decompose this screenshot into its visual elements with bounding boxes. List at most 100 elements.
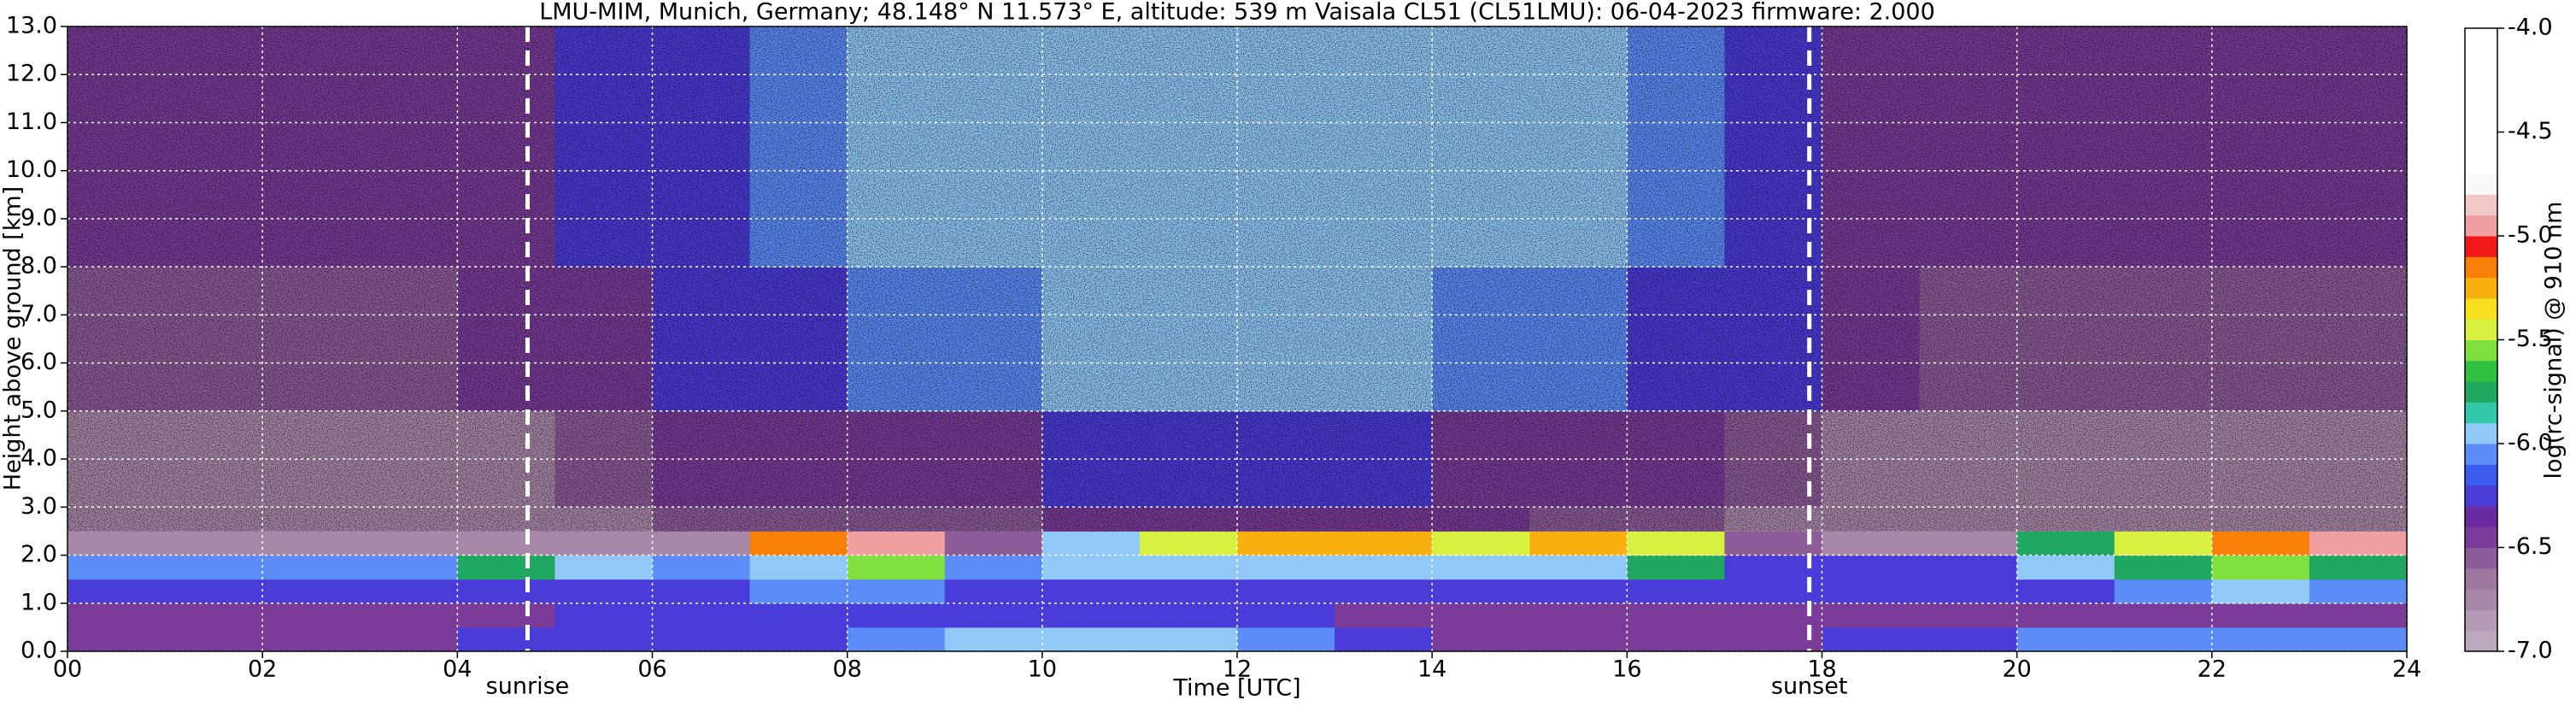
heatmap-cell [457, 531, 555, 556]
heatmap-cell [847, 555, 946, 580]
heatmap-cell [1335, 555, 1433, 580]
x-tick-label: 22 [2198, 656, 2227, 683]
colorbar-tick-label: -6.5 [2508, 533, 2553, 560]
x-tick-label: 18 [1807, 656, 1836, 683]
heatmap-cell [1529, 579, 1628, 604]
heatmap-cell [1822, 603, 1921, 628]
heatmap-cell [1432, 531, 1530, 556]
heatmap-cell [2016, 627, 2115, 652]
y-tick-label: 13.0 [6, 13, 57, 39]
heatmap-cell [2211, 579, 2310, 604]
heatmap-cell [1724, 555, 1822, 580]
heatmap-cell [1042, 531, 1141, 556]
heatmap-cell [360, 555, 458, 580]
colorbar-swatch [2465, 256, 2497, 279]
colorbar-swatch [2465, 28, 2497, 50]
heatmap-cell [1627, 579, 1725, 604]
colorbar-swatch [2465, 236, 2497, 257]
heatmap-cell [2114, 555, 2213, 580]
heatmap-cell [944, 627, 1043, 652]
colorbar-swatch [2465, 630, 2497, 652]
heatmap-cell [944, 603, 1043, 628]
heatmap-cell [165, 579, 263, 604]
heatmap-cell [749, 531, 848, 556]
heatmap-cell [652, 603, 751, 628]
heatmap-cell [944, 531, 1043, 556]
heatmap-cell [749, 555, 848, 580]
sun-annotation: sunrise [486, 674, 570, 700]
heatmap-cell [457, 555, 555, 580]
heatmap-cell [847, 627, 946, 652]
heatmap-cell [2309, 555, 2408, 580]
x-tick-label: 12 [1223, 656, 1252, 683]
colorbar-tick-label: -5.5 [2508, 326, 2553, 352]
x-tick-label: 24 [2392, 656, 2421, 683]
x-tick-label: 00 [53, 656, 82, 683]
heatmap-cell [1432, 579, 1530, 604]
colorbar-swatch [2465, 174, 2497, 195]
heatmap-cell [1432, 555, 1530, 580]
colorbar-swatch [2465, 152, 2497, 174]
heatmap-cell [1432, 627, 1530, 652]
colorbar-swatch [2465, 339, 2497, 362]
y-tick-label: 7.0 [21, 301, 57, 327]
x-tick-label: 10 [1028, 656, 1057, 683]
heatmap-cell [1822, 531, 1921, 556]
heatmap-cell [1335, 579, 1433, 604]
heatmap-cell [2211, 531, 2310, 556]
heatmap-cell [1822, 579, 1921, 604]
heatmap-cell [1724, 579, 1822, 604]
heatmap-cell [1335, 603, 1433, 628]
heatmap-cell [555, 603, 653, 628]
heatmap-cell [262, 579, 361, 604]
heatmap-cell [1529, 627, 1628, 652]
heatmap-cell [2016, 555, 2115, 580]
colorbar-swatch [2465, 111, 2497, 132]
y-tick-label: 9.0 [21, 204, 57, 231]
y-tick-label: 0.0 [21, 638, 57, 664]
colorbar-swatch [2465, 90, 2497, 112]
heatmap-cell [847, 603, 946, 628]
heatmap-cell [1529, 531, 1628, 556]
heatmap-cell [457, 579, 555, 604]
colorbar-tick-label: -5.0 [2508, 222, 2553, 249]
colorbar-swatch [2465, 297, 2497, 320]
heatmap-cell [1724, 531, 1822, 556]
heatmap-cell [2211, 555, 2310, 580]
heatmap-cell [165, 603, 263, 628]
heatmap-cell [749, 579, 848, 604]
colorbar-swatch [2465, 49, 2497, 71]
colorbar-swatch [2465, 69, 2497, 91]
x-tick-label: 08 [832, 656, 861, 683]
heatmap-cell [555, 531, 653, 556]
colorbar-swatch [2465, 422, 2497, 444]
heatmap-cell [1335, 627, 1433, 652]
heatmap-cell [1919, 627, 2018, 652]
heatmap-cell [1919, 531, 2018, 556]
heatmap-cell [1335, 531, 1433, 556]
colorbar-swatch [2465, 319, 2497, 340]
heatmap-cell [2114, 603, 2213, 628]
y-tick-label: 3.0 [21, 493, 57, 520]
colorbar-tick-label: -4.5 [2508, 118, 2553, 144]
heatmap-cell [652, 555, 751, 580]
heatmap-cell [749, 627, 848, 652]
heatmap-cell [360, 627, 458, 652]
heatmap-cell [1627, 627, 1725, 652]
heatmap-cell [1919, 603, 2018, 628]
heatmap-cell [165, 531, 263, 556]
heatmap-cell [1822, 627, 1921, 652]
heatmap-cell [1627, 555, 1725, 580]
heatmap-cell [2016, 531, 2115, 556]
y-tick-label: 6.0 [21, 349, 57, 375]
y-tick-label: 8.0 [21, 253, 57, 279]
heatmap-cell [1139, 555, 1238, 580]
colorbar-swatch [2465, 547, 2497, 569]
heatmap-cell [1237, 531, 1335, 556]
heatmap-cell [1139, 603, 1238, 628]
x-tick-label: 06 [637, 656, 666, 683]
heatmap-cell [1042, 555, 1141, 580]
colorbar-tick-label: -7.0 [2508, 638, 2553, 664]
